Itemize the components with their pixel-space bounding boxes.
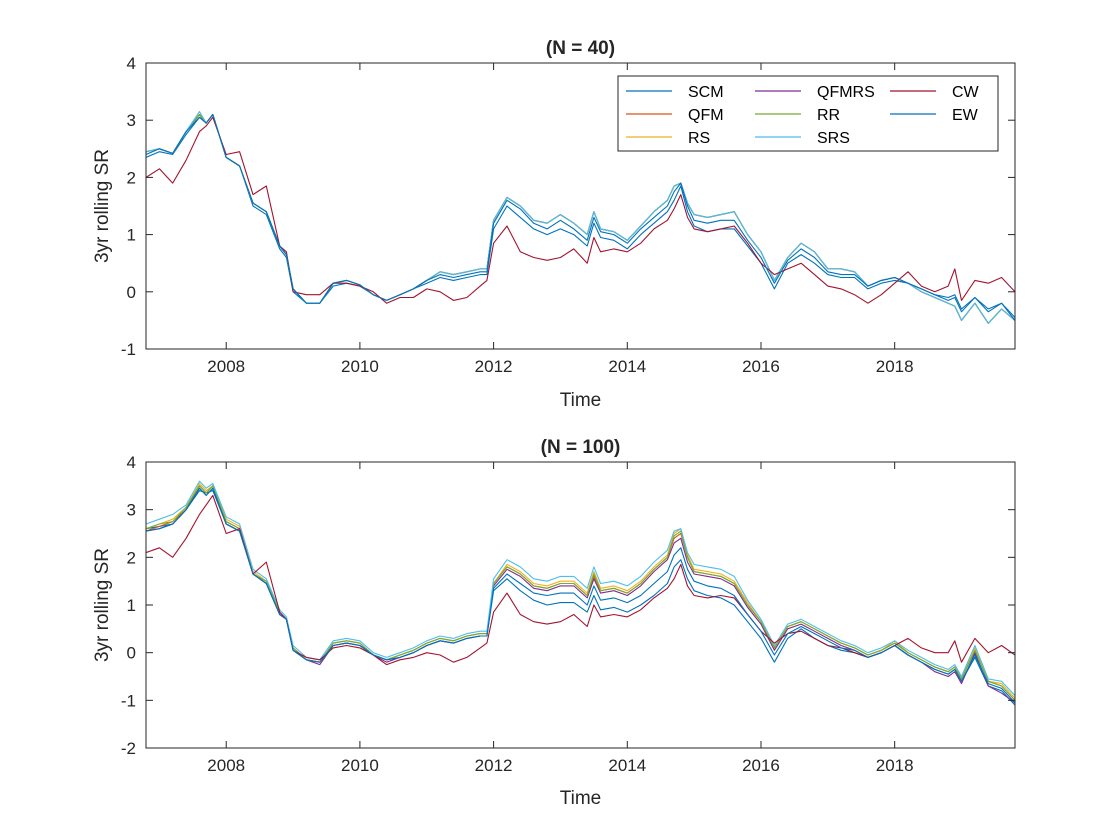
legend-label-scm: SCM	[688, 84, 724, 101]
series-group	[146, 111, 1015, 324]
plot-area	[146, 462, 1015, 748]
series-line-scm	[146, 113, 1015, 318]
x-tick-label: 2016	[742, 756, 780, 775]
chart-title: (N = 100)	[541, 437, 621, 458]
axes-box	[145, 62, 1016, 350]
y-tick-label: 4	[127, 54, 136, 73]
y-tick-label: -2	[121, 739, 136, 758]
legend-label-rr: RR	[817, 107, 840, 124]
series-line-ew	[146, 113, 1015, 321]
y-axis-label: 3yr rolling SR	[92, 548, 113, 662]
x-tick-label: 2008	[207, 357, 245, 376]
series-group	[146, 480, 1015, 706]
x-axis-label: Time	[560, 390, 602, 411]
y-tick-label: -1	[121, 691, 136, 710]
legend-label-rs: RS	[688, 130, 710, 147]
legend-label-qfmrs: QFMRS	[817, 84, 875, 101]
x-tick-label: 2018	[876, 756, 914, 775]
x-tick-label: 2010	[341, 357, 379, 376]
y-tick-label: 4	[127, 453, 136, 472]
x-tick-label: 2018	[876, 357, 914, 376]
series-line-cw	[146, 116, 1015, 304]
y-tick-label: 1	[127, 226, 136, 245]
x-tick-label: 2014	[608, 357, 646, 376]
y-axis-label: 3yr rolling SR	[92, 149, 113, 263]
series-line-srs	[146, 480, 1015, 696]
y-tick-label: 3	[127, 501, 136, 520]
x-axis-label: Time	[560, 788, 602, 809]
y-tick-label: 0	[127, 283, 136, 302]
panel-n100: 2008 2010 2012 2014 2016 2018 -2 -1 0 1 2 3 4 (N = 10…	[92, 437, 1016, 809]
series-line-ew	[146, 487, 1015, 704]
legend-label-qfm: QFM	[688, 107, 724, 124]
x-tick-label: 2016	[742, 357, 780, 376]
x-tick-label: 2012	[475, 357, 513, 376]
y-tick-label: 2	[127, 168, 136, 187]
y-tick-label: 3	[127, 111, 136, 130]
chart-title: (N = 40)	[546, 38, 615, 59]
x-tick-label: 2010	[341, 756, 379, 775]
y-tick-label: -1	[121, 340, 136, 359]
legend-label-ew: EW	[952, 107, 979, 124]
x-tick-label: 2008	[207, 756, 245, 775]
legend-box	[617, 75, 999, 152]
legend-label-cw: CW	[952, 84, 980, 101]
panel-n40: 2008 2010 2012 2014 2016 2018 -1 0 1 2 3 4 (N = 40) T…	[92, 38, 1016, 411]
y-tick-label: 2	[127, 548, 136, 567]
y-tick-label: 0	[127, 644, 136, 663]
legend-label-srs: SRS	[817, 130, 850, 147]
y-tick-label: 1	[127, 596, 136, 615]
x-tick-label: 2012	[475, 756, 513, 775]
x-tick-label: 2014	[608, 756, 646, 775]
